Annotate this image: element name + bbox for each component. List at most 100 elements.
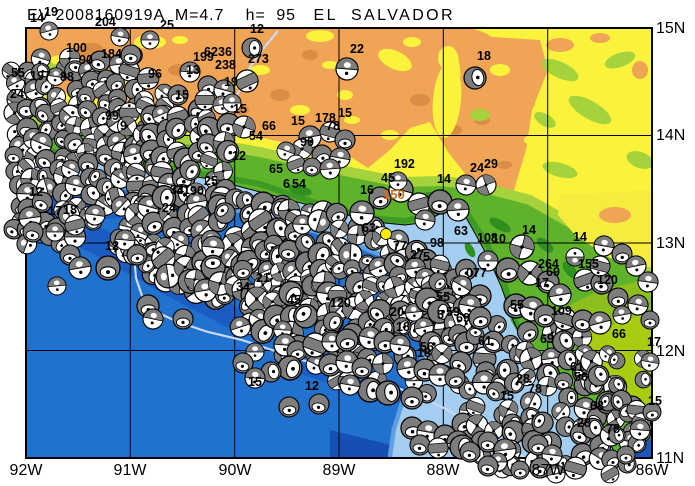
svg-text:178: 178 bbox=[315, 111, 336, 125]
svg-text:54: 54 bbox=[249, 129, 263, 143]
svg-text:14N: 14N bbox=[656, 127, 685, 144]
svg-text:66: 66 bbox=[612, 327, 626, 341]
svg-text:55: 55 bbox=[11, 66, 25, 80]
svg-text:155: 155 bbox=[578, 257, 599, 271]
svg-text:78: 78 bbox=[606, 422, 620, 436]
svg-text:15: 15 bbox=[648, 394, 662, 408]
svg-text:78: 78 bbox=[326, 119, 340, 133]
svg-text:90: 90 bbox=[79, 53, 93, 67]
svg-text:61: 61 bbox=[478, 334, 492, 348]
svg-text:28: 28 bbox=[516, 372, 530, 386]
svg-text:15: 15 bbox=[175, 88, 189, 102]
svg-text:9: 9 bbox=[120, 119, 127, 133]
svg-text:34: 34 bbox=[170, 183, 184, 197]
svg-text:61: 61 bbox=[570, 360, 584, 374]
svg-text:19: 19 bbox=[44, 5, 58, 19]
svg-text:12: 12 bbox=[250, 22, 264, 36]
svg-text:EV 2008160919A M=4.7 h= 9: EV 2008160919A M=4.7 h= 95 EL SALVADOR bbox=[27, 7, 455, 24]
svg-text:69: 69 bbox=[546, 265, 560, 279]
svg-text:13N: 13N bbox=[656, 235, 685, 252]
svg-text:78: 78 bbox=[528, 382, 542, 396]
svg-text:15: 15 bbox=[233, 102, 247, 116]
svg-text:150: 150 bbox=[383, 187, 405, 202]
svg-text:22: 22 bbox=[350, 42, 364, 56]
svg-text:11N: 11N bbox=[656, 450, 684, 467]
svg-text:34: 34 bbox=[236, 280, 250, 294]
svg-text:88W: 88W bbox=[427, 462, 461, 479]
svg-text:5: 5 bbox=[437, 308, 444, 322]
svg-text:24: 24 bbox=[470, 161, 484, 175]
svg-text:20: 20 bbox=[390, 305, 404, 319]
svg-text:65: 65 bbox=[269, 162, 283, 176]
svg-text:55: 55 bbox=[436, 290, 450, 304]
svg-text:5: 5 bbox=[423, 250, 430, 264]
svg-text:89W: 89W bbox=[323, 462, 357, 479]
svg-text:19: 19 bbox=[224, 75, 238, 89]
svg-text:15: 15 bbox=[291, 114, 305, 128]
svg-text:17: 17 bbox=[535, 276, 549, 290]
svg-text:63: 63 bbox=[362, 221, 376, 235]
svg-text:59: 59 bbox=[446, 305, 460, 319]
svg-text:192: 192 bbox=[394, 157, 415, 171]
svg-text:24: 24 bbox=[162, 201, 176, 215]
svg-text:66: 66 bbox=[262, 119, 276, 133]
svg-text:12: 12 bbox=[29, 185, 43, 199]
svg-text:87W: 87W bbox=[532, 462, 566, 479]
svg-text:45: 45 bbox=[287, 293, 301, 307]
svg-text:14: 14 bbox=[573, 230, 587, 244]
svg-text:36: 36 bbox=[218, 45, 232, 59]
svg-text:21: 21 bbox=[256, 271, 270, 285]
svg-text:120: 120 bbox=[330, 296, 351, 310]
svg-text:24: 24 bbox=[10, 87, 24, 101]
svg-text:91W: 91W bbox=[114, 462, 148, 479]
svg-text:96: 96 bbox=[148, 67, 162, 81]
svg-text:88: 88 bbox=[60, 70, 74, 84]
svg-text:12: 12 bbox=[105, 239, 119, 253]
svg-text:18: 18 bbox=[477, 49, 491, 63]
svg-text:62: 62 bbox=[204, 45, 218, 59]
svg-text:197: 197 bbox=[30, 69, 51, 83]
svg-text:6: 6 bbox=[283, 177, 290, 191]
svg-text:17: 17 bbox=[647, 335, 661, 349]
svg-text:273: 273 bbox=[248, 52, 269, 66]
svg-text:14: 14 bbox=[30, 11, 44, 25]
svg-text:69: 69 bbox=[540, 332, 554, 346]
svg-text:109: 109 bbox=[551, 304, 572, 318]
svg-text:16: 16 bbox=[360, 183, 374, 197]
svg-text:14: 14 bbox=[522, 223, 536, 237]
svg-text:108: 108 bbox=[477, 231, 498, 245]
svg-text:68: 68 bbox=[590, 399, 604, 413]
svg-text:100: 100 bbox=[66, 41, 87, 55]
svg-text:120: 120 bbox=[597, 273, 618, 287]
svg-text:29: 29 bbox=[484, 157, 498, 171]
svg-text:56: 56 bbox=[420, 340, 434, 354]
svg-text:25: 25 bbox=[160, 18, 174, 32]
svg-text:14: 14 bbox=[437, 172, 451, 186]
svg-text:90W: 90W bbox=[219, 462, 253, 479]
svg-text:54: 54 bbox=[292, 177, 306, 191]
svg-text:12: 12 bbox=[305, 379, 319, 393]
svg-text:238: 238 bbox=[215, 58, 236, 72]
svg-text:56: 56 bbox=[574, 370, 588, 384]
svg-text:184: 184 bbox=[101, 47, 122, 61]
svg-text:92W: 92W bbox=[10, 462, 44, 479]
svg-text:199: 199 bbox=[193, 50, 214, 64]
svg-text:99: 99 bbox=[105, 109, 119, 123]
svg-text:264: 264 bbox=[538, 257, 559, 271]
svg-text:10: 10 bbox=[492, 232, 506, 246]
svg-text:13: 13 bbox=[186, 63, 200, 77]
svg-text:204: 204 bbox=[95, 15, 116, 29]
svg-text:90: 90 bbox=[300, 135, 314, 149]
svg-text:90: 90 bbox=[190, 184, 204, 198]
svg-text:18: 18 bbox=[417, 346, 431, 360]
svg-text:98: 98 bbox=[430, 236, 444, 250]
svg-text:31: 31 bbox=[176, 183, 190, 197]
svg-text:17: 17 bbox=[48, 204, 62, 218]
svg-text:55: 55 bbox=[510, 298, 524, 312]
svg-text:63: 63 bbox=[454, 224, 468, 238]
svg-text:25: 25 bbox=[204, 174, 218, 188]
svg-text:15: 15 bbox=[500, 389, 514, 403]
svg-text:77: 77 bbox=[393, 239, 407, 253]
svg-text:28: 28 bbox=[577, 416, 591, 430]
svg-text:15N: 15N bbox=[656, 20, 685, 37]
